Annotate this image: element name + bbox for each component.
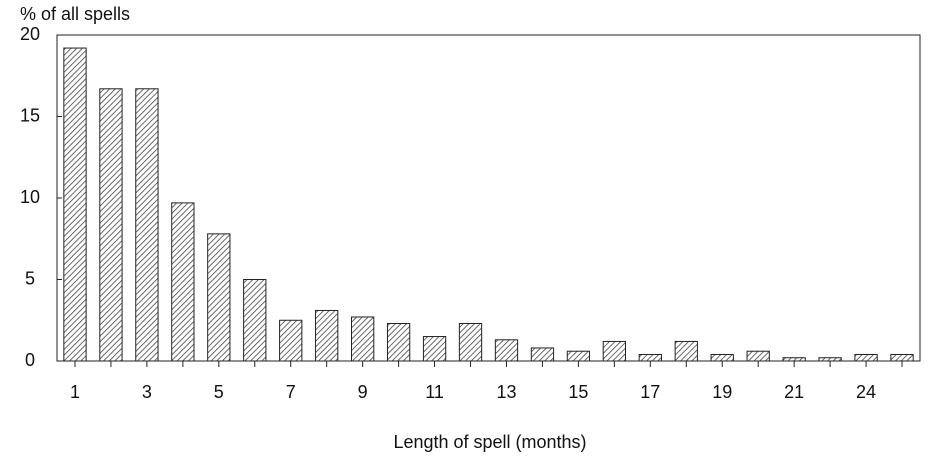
y-tick-label: 5 [25, 268, 35, 288]
x-axis-label: Length of spell (months) [393, 432, 586, 452]
bar [135, 88, 159, 362]
bar [566, 350, 591, 362]
bar [674, 340, 698, 362]
bar [458, 323, 483, 362]
bar [854, 353, 878, 362]
bar [279, 319, 303, 362]
bar [530, 347, 555, 362]
x-tick-label: 9 [358, 382, 368, 402]
bar [171, 202, 195, 362]
x-tick-label: 19 [712, 382, 732, 402]
bar [710, 353, 734, 362]
bar [638, 353, 662, 362]
bar [350, 316, 375, 362]
x-tick-label: 21 [784, 382, 804, 402]
bar [602, 340, 627, 362]
bar [386, 323, 411, 362]
bar [99, 88, 123, 362]
x-tick-label: 11 [425, 382, 444, 402]
x-tick-label: 1 [70, 382, 80, 402]
bar [746, 350, 770, 362]
bar [782, 357, 806, 362]
y-tick-label: 0 [25, 350, 35, 370]
bar [315, 309, 339, 362]
bar [63, 47, 87, 362]
x-tick-label: 13 [496, 382, 516, 402]
y-tick-label: 15 [20, 105, 40, 125]
bar [243, 279, 267, 362]
x-tick-label: 15 [568, 382, 588, 402]
y-tick-label: 10 [20, 187, 40, 207]
x-tick-label: 3 [142, 382, 152, 402]
x-tick-label: 17 [640, 382, 660, 402]
x-tick-label: 7 [286, 382, 296, 402]
bar [422, 336, 447, 362]
x-tick-label: 5 [214, 382, 224, 402]
y-tick-label: 20 [20, 24, 40, 44]
bar [818, 357, 842, 362]
bar [207, 233, 231, 362]
y-axis-label: % of all spells [20, 4, 130, 24]
x-tick-label: 24 [856, 382, 876, 402]
bar [494, 339, 519, 362]
bar [890, 353, 914, 362]
